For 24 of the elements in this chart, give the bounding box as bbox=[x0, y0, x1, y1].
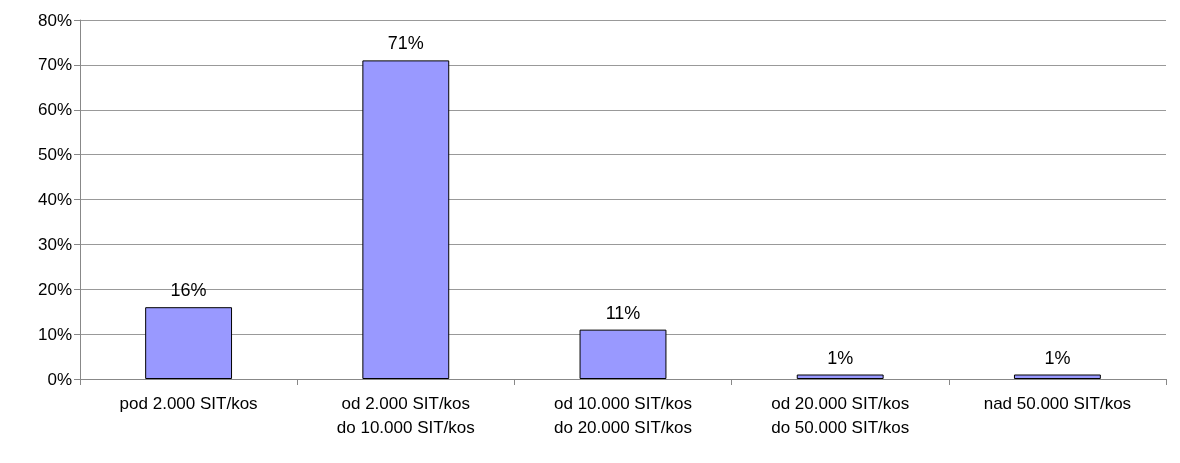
y-tick-label: 50% bbox=[37, 145, 72, 165]
bar bbox=[362, 60, 450, 379]
x-tick-label: pod 2.000 SIT/kos bbox=[119, 393, 258, 413]
x-tick-label: od 20.000 SIT/kos do 50.000 SIT/kos bbox=[771, 393, 910, 437]
bar bbox=[1013, 374, 1101, 379]
data-label: 1% bbox=[1044, 347, 1071, 368]
y-tick-label: 40% bbox=[37, 190, 72, 209]
y-tick-label: 0% bbox=[47, 369, 72, 389]
y-tick-label: 70% bbox=[37, 55, 72, 75]
y-tick-label: 10% bbox=[37, 324, 72, 344]
x-tick-label: od 2.000 SIT/kos do 10.000 SIT/kos bbox=[336, 393, 475, 437]
x-tick-label: od 10.000 SIT/kos do 20.000 SIT/kos bbox=[554, 393, 692, 437]
bar bbox=[796, 374, 884, 379]
x-tick-label: nad 50.000 SIT/kos bbox=[983, 393, 1132, 413]
bar bbox=[145, 307, 233, 379]
data-label: 71% bbox=[387, 33, 424, 54]
y-tick-label: 60% bbox=[37, 100, 72, 120]
y-tick-label: 80% bbox=[37, 10, 72, 30]
data-label: 11% bbox=[605, 302, 641, 323]
data-label: 1% bbox=[827, 347, 854, 368]
bar bbox=[579, 329, 667, 379]
y-tick-label: 20% bbox=[37, 279, 72, 299]
data-label: 16% bbox=[170, 280, 207, 301]
y-tick-label: 30% bbox=[37, 234, 72, 254]
